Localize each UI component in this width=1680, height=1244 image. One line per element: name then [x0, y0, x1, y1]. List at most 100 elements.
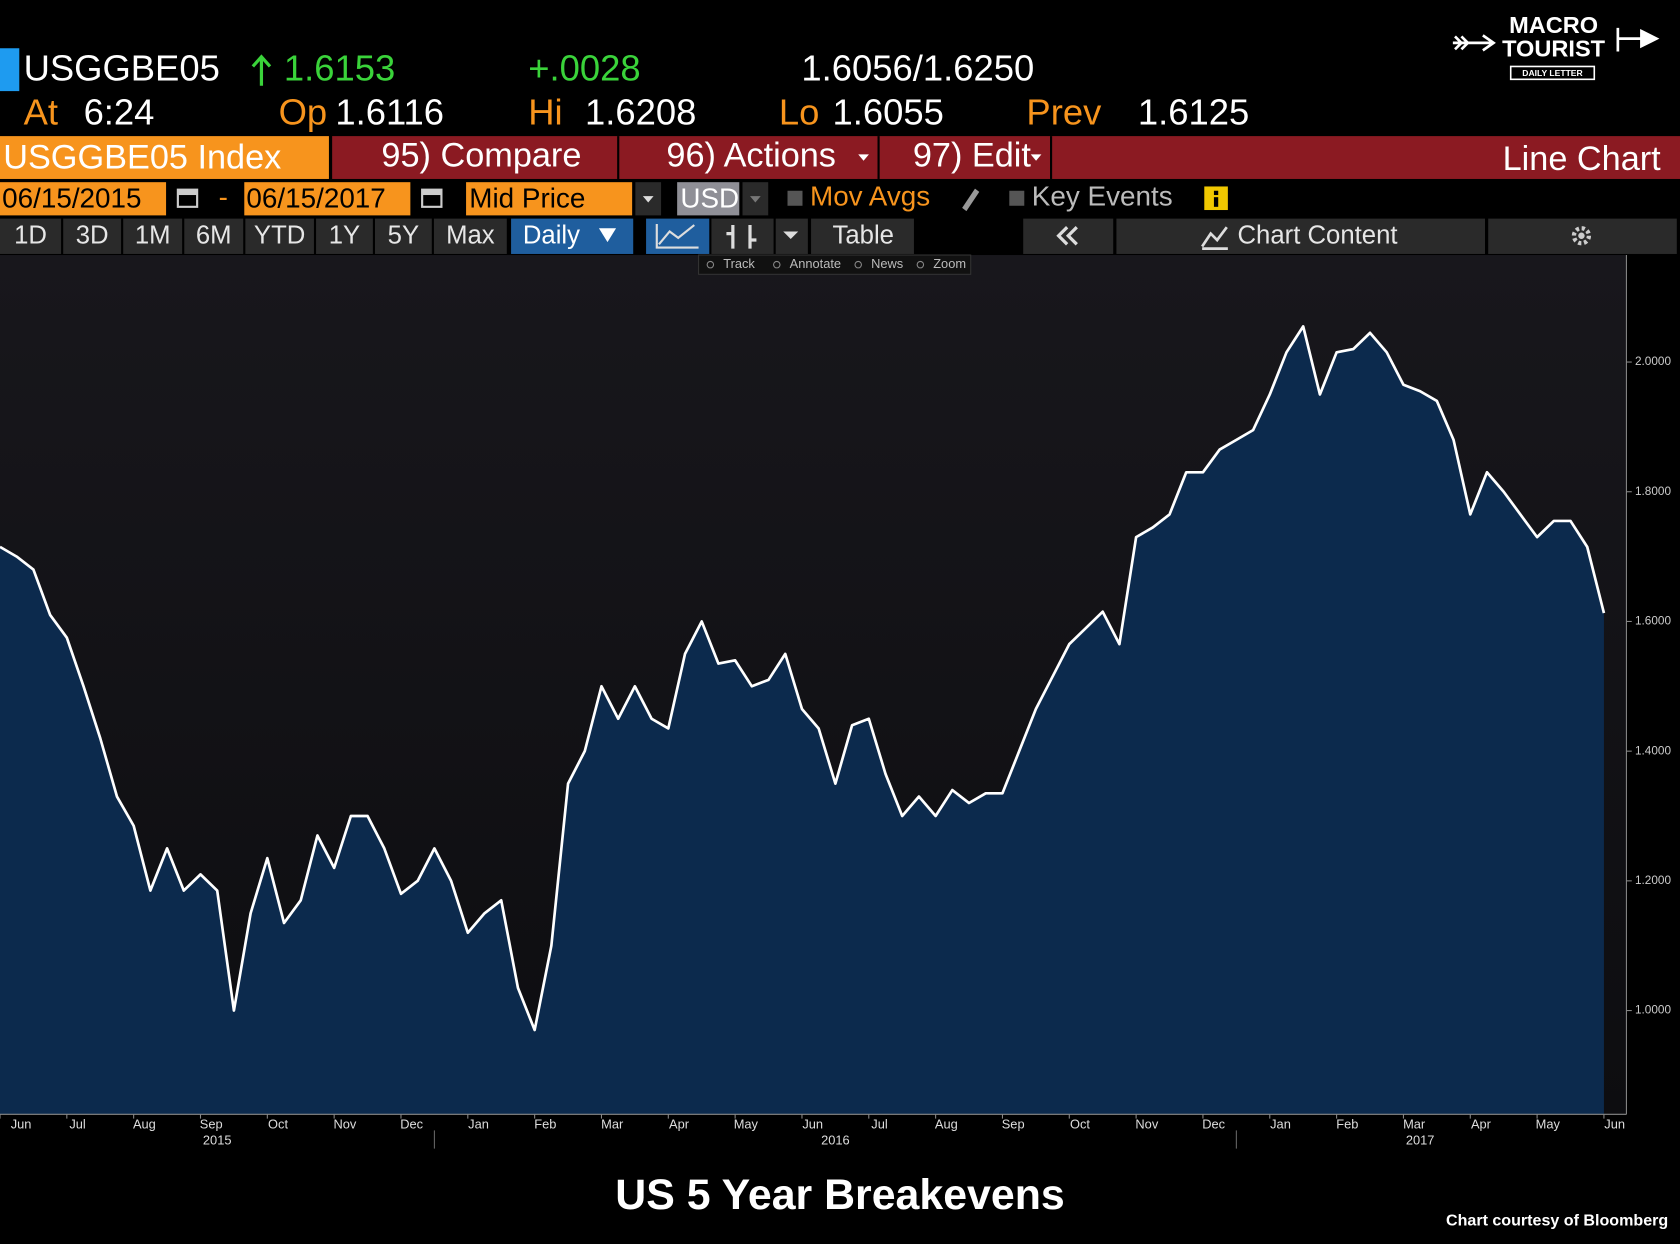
x-tick-label: Sep	[1002, 1116, 1025, 1131]
period-label: 1M	[135, 222, 171, 250]
year-label: 2016	[821, 1132, 850, 1147]
mov-avgs: Mov Avgs	[810, 181, 930, 212]
high-label: Hi	[528, 91, 562, 132]
period-button[interactable]	[433, 218, 507, 254]
end-date: 06/15/2017	[246, 183, 385, 214]
currency-field[interactable]	[677, 182, 740, 216]
frequency: Daily	[523, 222, 580, 250]
key-events: Key Events	[1032, 181, 1173, 212]
y-tick-label: 2.0000	[1635, 355, 1671, 368]
logo-line3: DAILY LETTER	[1522, 68, 1583, 78]
source-note: Chart courtesy of Bloomberg	[1446, 1212, 1668, 1230]
chart-title: US 5 Year Breakevens	[615, 1171, 1064, 1219]
x-tick-label: Mar	[1403, 1116, 1426, 1131]
chart-content: Chart Content	[1238, 222, 1398, 250]
security: USGGBE05 Index	[3, 139, 281, 177]
compare-button[interactable]: 95) Compare	[381, 137, 581, 175]
open-label: Op	[279, 91, 328, 132]
tool-icon	[706, 260, 715, 269]
price-field[interactable]	[466, 182, 633, 216]
low-label: Lo	[779, 91, 819, 132]
y-tick-label: 1.8000	[1635, 485, 1671, 498]
x-tick-label: Apr	[669, 1116, 690, 1131]
logo-line2: TOURIST	[1502, 36, 1606, 62]
open: 1.6116	[335, 91, 444, 132]
start-date: 06/15/2015	[2, 183, 141, 214]
time: 6:24	[84, 91, 155, 132]
date-separator: -	[219, 182, 228, 213]
x-tick-label: Mar	[601, 1116, 624, 1131]
tool-label[interactable]: Annotate	[790, 256, 841, 271]
x-tick-label: Dec	[400, 1116, 423, 1131]
period-button[interactable]	[184, 218, 244, 254]
tool-label[interactable]: Zoom	[933, 256, 966, 271]
period-label: 3D	[76, 222, 109, 250]
tool-icon	[773, 260, 781, 269]
x-tick-label: May	[1536, 1116, 1561, 1131]
period-label: 1D	[14, 222, 47, 250]
currency: USD	[680, 183, 739, 214]
period-button[interactable]	[0, 218, 62, 254]
y-tick-label: 1.2000	[1635, 874, 1671, 887]
line	[0, 325, 1606, 1032]
x-tick-label: Jun	[11, 1116, 32, 1131]
x-tick-label: Feb	[1336, 1116, 1358, 1131]
x-tick-label: Aug	[935, 1116, 958, 1131]
security-box[interactable]	[0, 136, 329, 179]
period-button[interactable]	[316, 218, 373, 254]
x-tick-label: Jun	[802, 1116, 823, 1131]
y-tick-label: 1.6000	[1635, 615, 1671, 628]
logo-line1: MACRO	[1509, 12, 1598, 38]
prev: 1.6125	[1138, 91, 1249, 132]
chart-content-button[interactable]	[1116, 218, 1485, 254]
menu-bar	[332, 136, 1680, 179]
x-tick-label: Feb	[534, 1116, 556, 1131]
period-button[interactable]	[123, 218, 183, 254]
period-label: 5Y	[388, 222, 419, 250]
prev-label: Prev	[1026, 91, 1102, 132]
period-label: 1Y	[329, 222, 360, 250]
y-tick-label: 1.0000	[1635, 1004, 1671, 1017]
edit-button[interactable]: 97) Edit	[913, 137, 1032, 175]
tool-icon	[854, 260, 862, 269]
x-tick-label: May	[734, 1116, 759, 1131]
year-label: 2017	[1406, 1132, 1435, 1147]
mov-avgs-checkbox[interactable]	[787, 190, 803, 206]
period-button[interactable]	[245, 218, 314, 254]
price-field-label: Mid Price	[469, 183, 585, 214]
x-tick-label: Oct	[1070, 1116, 1090, 1131]
view-name: Line Chart	[1503, 140, 1662, 178]
actions-button[interactable]: 96) Actions	[666, 137, 836, 175]
x-tick-label: Oct	[268, 1116, 288, 1131]
last-price: 1.6153	[284, 47, 395, 88]
frequency-button[interactable]	[511, 218, 634, 254]
up-arrow	[251, 54, 272, 86]
start-date-field[interactable]	[0, 182, 167, 216]
tool-label[interactable]: News	[871, 256, 903, 271]
y-tick-label: 1.4000	[1635, 744, 1671, 757]
period-label: Max	[446, 222, 495, 250]
tool-label[interactable]: Track	[723, 256, 755, 271]
x-tick-label: Nov	[333, 1116, 356, 1131]
table: Table	[833, 222, 894, 250]
end-date-field[interactable]	[244, 182, 411, 216]
chart-tools	[698, 254, 972, 275]
period-label: YTD	[254, 222, 305, 250]
x-tick-label: Apr	[1471, 1116, 1492, 1131]
key-events-checkbox[interactable]	[1009, 190, 1025, 206]
x-tick-label: Dec	[1202, 1116, 1225, 1131]
x-tick-label: Jan	[1270, 1116, 1291, 1131]
low: 1.6055	[833, 91, 944, 132]
tool-icon	[916, 260, 925, 269]
x-tick-label: Jul	[69, 1116, 85, 1131]
x-tick-label: Nov	[1135, 1116, 1158, 1131]
logo: MACRO TOURIST DAILY LETTER	[1452, 12, 1660, 81]
period-button[interactable]	[63, 218, 122, 254]
net-change: +.0028	[528, 47, 640, 88]
bar-style-button[interactable]	[711, 218, 774, 254]
period-button[interactable]	[375, 218, 432, 254]
x-tick-label: Jan	[468, 1116, 489, 1131]
table-button[interactable]	[811, 218, 914, 254]
